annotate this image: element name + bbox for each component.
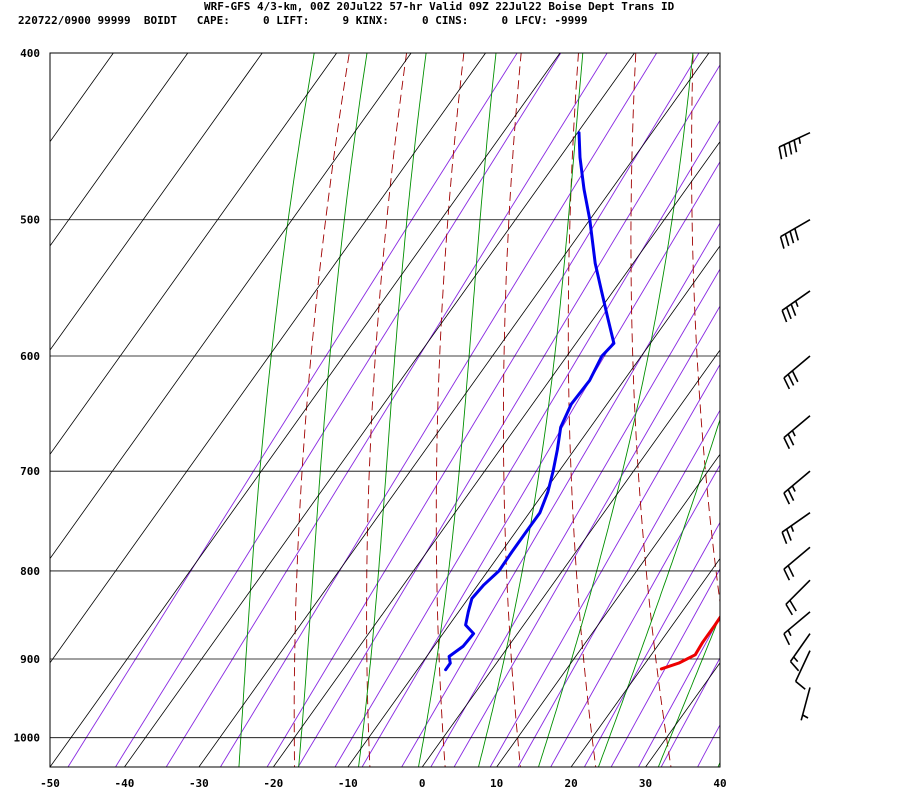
- temperature-tick-label: -40: [115, 777, 135, 790]
- wind-barb: [783, 415, 811, 450]
- dry-adiabat-line: [807, 34, 898, 774]
- wind-barb: [785, 579, 811, 616]
- wind-barb: [783, 355, 811, 390]
- dry-adiabat-line: [750, 34, 823, 774]
- wind-barb: [781, 512, 811, 545]
- moist-adiabat-line: [774, 34, 900, 774]
- isotherm-line: [50, 53, 486, 664]
- isotherm-line: [570, 557, 720, 767]
- pressure-tick-label: 800: [20, 565, 40, 578]
- isotherm-line: [719, 766, 720, 767]
- chart-title: WRF-GFS 4/3-km, 00Z 20Jul22 57-hr Valid …: [204, 0, 675, 13]
- isotherm-line: [496, 453, 720, 767]
- mixing-ratio-line: [489, 363, 720, 767]
- mixing-ratio-line: [361, 160, 720, 767]
- pressure-tick-label: 1000: [14, 732, 41, 745]
- moist-adiabat-line: [597, 418, 720, 767]
- mixing-ratio-line: [583, 521, 720, 767]
- pressure-tick-label: 500: [20, 214, 40, 227]
- pressure-tick-label: 900: [20, 653, 40, 666]
- isotherm-line: [50, 53, 561, 767]
- temperature-tick-label: 30: [639, 777, 652, 790]
- wind-barb-column: [778, 131, 811, 721]
- mixing-ratio-line: [550, 464, 720, 767]
- wind-barb: [794, 650, 811, 690]
- stability-indices-line: 220722/0900 99999 BOIDT CAPE: 0 LIFT: 9 …: [18, 14, 588, 27]
- temperature-tick-label: 0: [419, 777, 426, 790]
- mixing-ratio-line: [637, 616, 720, 767]
- mixing-ratio-line: [517, 409, 720, 767]
- mixing-ratio-line: [67, 53, 518, 767]
- dewpoint-profile-line: [444, 131, 616, 672]
- mixing-ratio-line: [430, 268, 720, 767]
- wind-barb: [783, 611, 811, 646]
- dry-adiabat-line: [864, 34, 900, 774]
- temperature-tick-label: 20: [564, 777, 577, 790]
- isotherm-line: [421, 349, 720, 767]
- mixing-ratio-line: [165, 53, 608, 767]
- mixing-ratio-line: [219, 53, 658, 767]
- mixing-ratio-line: [266, 53, 700, 767]
- wind-barb: [783, 470, 811, 505]
- dry-adiabat-line: [502, 53, 522, 767]
- temperature-tick-label: -50: [40, 777, 60, 790]
- isotherm-line: [50, 53, 338, 456]
- dry-adiabat-line: [567, 53, 597, 767]
- pressure-tick-label: 600: [20, 350, 40, 363]
- dry-adiabat-line: [691, 53, 720, 606]
- isotherm-line: [50, 53, 263, 351]
- temperature-tick-label: 40: [713, 777, 726, 790]
- mixing-ratio-line: [334, 119, 720, 767]
- isotherm-line: [124, 53, 635, 767]
- wind-barb: [789, 633, 811, 672]
- isotherm-line: [50, 53, 114, 143]
- isotherm-line: [347, 245, 720, 767]
- isotherm-line: [50, 53, 412, 560]
- wind-barb: [781, 290, 811, 323]
- mixing-ratio-line: [401, 222, 720, 767]
- plot-frame: [49, 52, 721, 768]
- moist-adiabat-line: [358, 53, 427, 767]
- temperature-tick-label: -10: [338, 777, 358, 790]
- mixing-ratio-line: [697, 723, 720, 767]
- profile-line-layer: [444, 131, 720, 672]
- dry-adiabat-line: [366, 53, 408, 767]
- wind-barb: [778, 131, 811, 160]
- temperature-profile-line: [659, 614, 720, 671]
- mixing-ratio-line: [297, 64, 720, 767]
- temperature-tick-label: -20: [263, 777, 283, 790]
- moist-adiabat-line: [238, 53, 315, 767]
- moist-adiabat-line: [657, 614, 720, 767]
- isotherm-line: [50, 53, 189, 247]
- dry-adiabat-line: [630, 53, 672, 767]
- mixing-ratio-line: [660, 657, 720, 767]
- moist-adiabat-line: [717, 761, 720, 767]
- temperature-tick-label: 10: [490, 777, 503, 790]
- background-line-layer: [50, 34, 900, 774]
- isotherm-line: [273, 140, 720, 767]
- mixing-ratio-line: [453, 305, 720, 767]
- dry-adiabat-line: [293, 53, 350, 767]
- axis-label-layer: 400 500 600 700 800 900 1000 -50 -40 -30 -20 -10 0 10…: [14, 47, 727, 790]
- dry-adiabat-line: [435, 53, 465, 767]
- mixing-ratio-line: [114, 53, 562, 767]
- pressure-tick-label: 700: [20, 465, 40, 478]
- temperature-tick-label: -30: [189, 777, 209, 790]
- isotherm-line: [198, 53, 710, 767]
- wind-barb: [800, 687, 811, 721]
- wind-barb: [783, 546, 811, 581]
- wind-barb: [779, 219, 811, 249]
- mixing-ratio-line: [610, 568, 720, 767]
- pressure-tick-label: 400: [20, 47, 40, 60]
